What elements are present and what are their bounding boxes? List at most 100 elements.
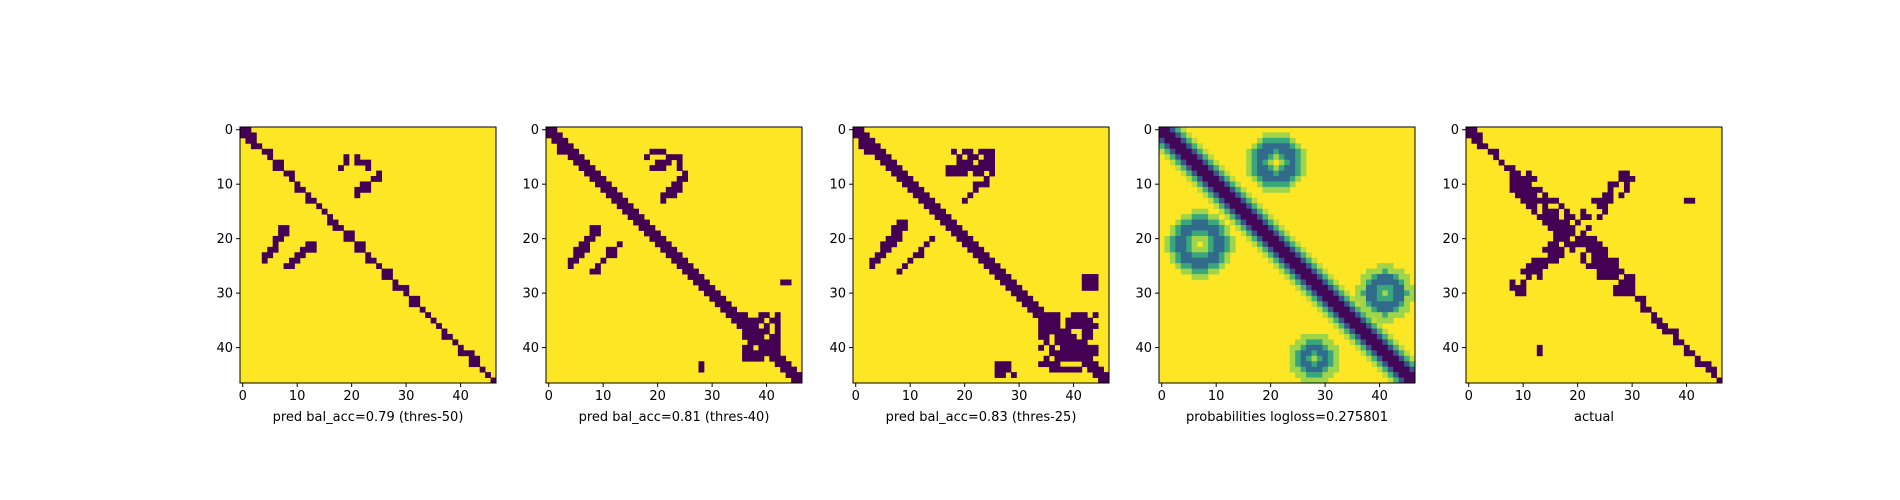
heatmap-cell <box>1591 252 1598 259</box>
x-tick-label: 20 <box>343 389 360 404</box>
heatmap-cell <box>1092 366 1099 373</box>
heatmap-cell <box>780 366 787 373</box>
heatmap-cell <box>589 268 596 275</box>
heatmap-cell <box>978 252 985 259</box>
heatmap-cell <box>1515 170 1521 177</box>
y-tick-label: 40 <box>1135 341 1152 356</box>
heatmap-cell <box>1623 186 1630 193</box>
heatmap-cell <box>1371 317 1378 324</box>
heatmap-cell <box>1404 274 1410 280</box>
heatmap-cell <box>376 263 383 270</box>
heatmap-cell <box>983 263 990 270</box>
heatmap-cell <box>1092 312 1099 319</box>
heatmap-cell <box>1164 148 1171 155</box>
heatmap-cell <box>1393 301 1400 308</box>
heatmap-cell <box>1273 263 1280 270</box>
heatmap-cell <box>1059 355 1066 362</box>
heatmap-cell <box>1393 306 1400 313</box>
heatmap-cell <box>1213 257 1220 264</box>
heatmap-cell <box>1531 176 1538 182</box>
heatmap-cell <box>1393 372 1400 378</box>
heatmap-cell <box>880 252 887 259</box>
heatmap-cell <box>1284 137 1291 144</box>
heatmap-cell <box>1159 143 1165 150</box>
x-axis-label: probabilities logloss=0.275801 <box>1186 410 1388 425</box>
heatmap-cell <box>676 154 683 161</box>
heatmap-cell <box>1333 290 1340 297</box>
heatmap-cell <box>676 159 683 166</box>
heatmap-cell <box>951 148 957 155</box>
heatmap-cell <box>354 192 361 199</box>
heatmap-cell <box>1333 350 1340 357</box>
heatmap-cell <box>1344 306 1351 313</box>
heatmap-cell <box>1251 165 1258 171</box>
heatmap-cell <box>967 154 974 161</box>
heatmap-cell <box>1398 344 1405 351</box>
heatmap-cell <box>1382 268 1389 275</box>
heatmap-cell <box>1306 290 1312 297</box>
heatmap-cell <box>891 230 897 237</box>
heatmap-cell <box>1382 306 1389 313</box>
heatmap-cell <box>267 246 274 253</box>
heatmap-cell <box>1202 225 1209 231</box>
heatmap-cell <box>1634 295 1641 302</box>
heatmap-cell <box>763 344 770 351</box>
heatmap-cell <box>742 355 748 362</box>
heatmap-cell <box>1482 143 1489 150</box>
heatmap-cell <box>1186 230 1193 237</box>
heatmap-cell <box>1542 192 1549 199</box>
heatmap-cell <box>1164 154 1171 161</box>
heatmap-cell <box>1409 295 1416 302</box>
heatmap-cell <box>1596 257 1603 264</box>
heatmap-cell <box>1169 143 1176 150</box>
heatmap-cell <box>1289 137 1296 144</box>
heatmap-cell <box>961 170 968 177</box>
heatmap-cell <box>1398 268 1405 275</box>
heatmap-cell <box>622 197 629 204</box>
heatmap-cell <box>1344 328 1351 335</box>
heatmap-cell <box>1607 192 1614 199</box>
heatmap-cell <box>1043 339 1050 346</box>
heatmap-cell <box>1186 154 1193 161</box>
heatmap-cell <box>1278 186 1285 193</box>
heatmap-cell <box>1065 333 1072 340</box>
heatmap-cell <box>1607 268 1614 275</box>
heatmap-cell <box>1076 312 1083 319</box>
heatmap-cell <box>1087 323 1094 329</box>
heatmap-cell <box>1081 344 1088 351</box>
heatmap-cell <box>714 295 721 302</box>
heatmap-cell <box>387 274 393 280</box>
heatmap-cell <box>1262 143 1269 150</box>
heatmap-cell <box>1186 148 1193 155</box>
heatmap-cell <box>687 263 694 270</box>
heatmap-cell <box>1213 225 1220 231</box>
heatmap-cell <box>1186 176 1193 182</box>
heatmap-cell <box>1218 257 1225 264</box>
heatmap-cell <box>1284 268 1291 275</box>
heatmap-cell <box>1197 214 1203 220</box>
heatmap-cell <box>1553 246 1559 253</box>
heatmap-cell <box>1360 317 1367 324</box>
heatmap-cell <box>896 170 903 177</box>
heatmap-cell <box>1076 344 1083 351</box>
heatmap-cell <box>994 274 1001 280</box>
heatmap-cell <box>1218 186 1225 193</box>
heatmap-cell <box>589 170 596 177</box>
heatmap-cell <box>289 170 295 177</box>
heatmap-cell <box>1038 306 1045 313</box>
heatmap-cell <box>1689 197 1696 204</box>
y-tick-label: 10 <box>829 178 846 193</box>
heatmap-cell <box>457 350 464 357</box>
heatmap-cell <box>1076 355 1083 362</box>
heatmap-cell <box>1295 279 1302 286</box>
heatmap-cell <box>1382 284 1389 291</box>
heatmap-cell <box>885 241 892 248</box>
heatmap-cell <box>796 377 803 384</box>
heatmap-cell <box>1365 274 1372 280</box>
heatmap-cell <box>1032 301 1039 308</box>
heatmap-cell <box>1365 295 1372 302</box>
heatmap-cell <box>1333 295 1340 302</box>
heatmap-cell <box>1596 203 1603 210</box>
